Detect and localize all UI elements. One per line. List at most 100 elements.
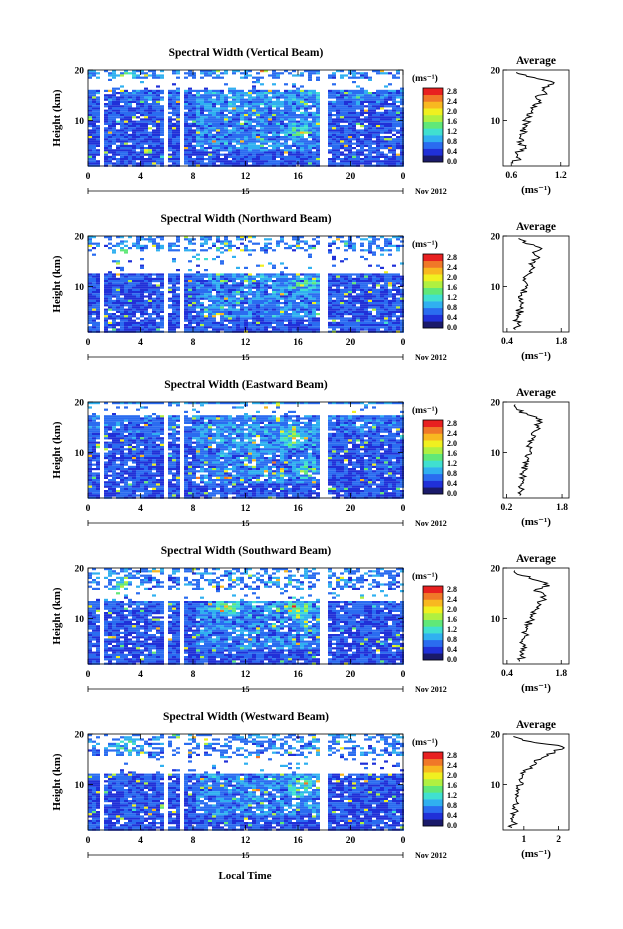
- average-x-tick-label: 1.8: [555, 669, 567, 679]
- colorbar-step: [423, 819, 443, 827]
- x-tick-label: 0: [401, 338, 406, 348]
- colorbar-step: [423, 294, 443, 302]
- date-label: Nov 2012: [415, 353, 447, 362]
- colorbar-step: [423, 114, 443, 122]
- colorbar-tick-label: 0.4: [447, 645, 457, 654]
- colorbar-step: [423, 626, 443, 634]
- average-y-tick-label: 10: [491, 283, 501, 293]
- colorbar-step: [423, 254, 443, 262]
- average-title: Average: [516, 719, 556, 731]
- average-y-tick-label: 10: [491, 781, 501, 791]
- colorbar-tick-label: 1.6: [447, 781, 457, 790]
- colorbar-step: [423, 778, 443, 786]
- colorbar-tick-label: 0.4: [447, 811, 457, 820]
- panel-1: Spectral Width (Vertical Beam) 20 10 Height…: [51, 47, 570, 196]
- x-tick-label: 0: [86, 338, 91, 348]
- colorbar-step: [423, 592, 443, 600]
- average-y-tick-label: 20: [491, 67, 501, 77]
- x-tick-label: 12: [241, 338, 251, 348]
- colorbar-step: [423, 752, 443, 760]
- colorbar-tick-label: 2.0: [447, 439, 457, 448]
- panel-title: Spectral Width (Eastward Beam): [164, 379, 328, 391]
- heatmap: [88, 402, 404, 499]
- colorbar-tick-label: 1.6: [447, 615, 457, 624]
- colorbar-step: [423, 274, 443, 282]
- average-x-tick-label: 0.2: [501, 503, 513, 513]
- y-tick-label: 20: [75, 399, 85, 409]
- colorbar-tick-label: 2.4: [447, 263, 457, 272]
- x-tick-label: 16: [293, 338, 303, 348]
- colorbar-step: [423, 812, 443, 820]
- colorbar-tick-label: 2.8: [447, 253, 457, 262]
- average-profile-line: [513, 404, 544, 496]
- y-axis-label: Height (km): [51, 255, 63, 312]
- x-tick-label: 0: [401, 172, 406, 182]
- colorbar-frame: [422, 585, 444, 661]
- x-tick-label: 16: [293, 172, 303, 182]
- colorbar-tick-label: 1.2: [447, 293, 457, 302]
- colorbar-step: [423, 772, 443, 780]
- x-tick-label: 8: [191, 836, 196, 846]
- x-tick-label: 20: [346, 338, 356, 348]
- colorbar-step: [423, 612, 443, 620]
- average-title: Average: [516, 221, 556, 233]
- date-label: Nov 2012: [415, 685, 447, 694]
- colorbar-unit: (ms⁻¹): [412, 73, 438, 84]
- colorbar-step: [423, 653, 443, 661]
- colorbar-step: [423, 639, 443, 647]
- panel-4: Spectral Width (Southward Beam) 20 10 Heigh…: [51, 545, 570, 694]
- colorbar-step: [423, 121, 443, 129]
- x-axis-label: Local Time: [218, 870, 271, 882]
- day-label: 15: [242, 685, 250, 694]
- panel-title: Spectral Width (Southward Beam): [161, 545, 332, 557]
- y-axis-label: Height (km): [51, 89, 63, 146]
- average-x-label: (ms⁻¹): [521, 848, 551, 860]
- average-y-tick-label: 20: [491, 565, 501, 575]
- colorbar-step: [423, 148, 443, 156]
- average-y-tick-label: 10: [491, 449, 501, 459]
- colorbar-step: [423, 765, 443, 773]
- colorbar-step: [423, 88, 443, 96]
- panel-2: Spectral Width (Northward Beam) 20 10 Heigh…: [51, 213, 570, 362]
- panel-5: Spectral Width (Westward Beam)2010Height…: [51, 711, 570, 860]
- colorbar-tick-label: 1.6: [447, 283, 457, 292]
- x-tick-label: 8: [191, 670, 196, 680]
- colorbar-step: [423, 155, 443, 163]
- colorbar-step: [423, 785, 443, 793]
- x-tick-label: 16: [293, 836, 303, 846]
- colorbar-step: [423, 453, 443, 461]
- colorbar-step: [423, 307, 443, 315]
- average-title: Average: [516, 553, 556, 565]
- y-tick-label: 20: [75, 233, 85, 243]
- y-tick-label: 10: [75, 781, 85, 791]
- colorbar-tick-label: 2.8: [447, 87, 457, 96]
- colorbar-step: [423, 101, 443, 109]
- colorbar-step: [423, 758, 443, 766]
- x-tick-label: 0: [401, 504, 406, 514]
- colorbar-step: [423, 480, 443, 488]
- average-profile-line: [511, 238, 543, 330]
- colorbar-frame: [422, 253, 444, 329]
- day-label: 15: [242, 187, 250, 196]
- colorbar-step: [423, 586, 443, 594]
- x-tick-label: 0: [86, 504, 91, 514]
- colorbar-tick-label: 0.0: [447, 655, 457, 664]
- colorbar-tick-label: 0.4: [447, 313, 457, 322]
- y-tick-label: 10: [75, 117, 85, 127]
- average-x-tick-label: 0.6: [505, 171, 517, 181]
- average-profile-line: [507, 736, 566, 828]
- x-tick-label: 12: [241, 504, 251, 514]
- colorbar-tick-label: 0.0: [447, 821, 457, 830]
- colorbar-tick-label: 2.4: [447, 429, 457, 438]
- average-y-tick-label: 20: [491, 731, 501, 741]
- colorbar-tick-label: 0.0: [447, 489, 457, 498]
- colorbar-frame: [422, 87, 444, 163]
- average-profile-line: [513, 570, 550, 662]
- colorbar-tick-label: 2.8: [447, 751, 457, 760]
- y-axis-label: Height (km): [51, 421, 63, 478]
- colorbar-tick-label: 1.6: [447, 117, 457, 126]
- colorbar-step: [423, 446, 443, 454]
- x-tick-label: 16: [293, 670, 303, 680]
- y-tick-label: 10: [75, 449, 85, 459]
